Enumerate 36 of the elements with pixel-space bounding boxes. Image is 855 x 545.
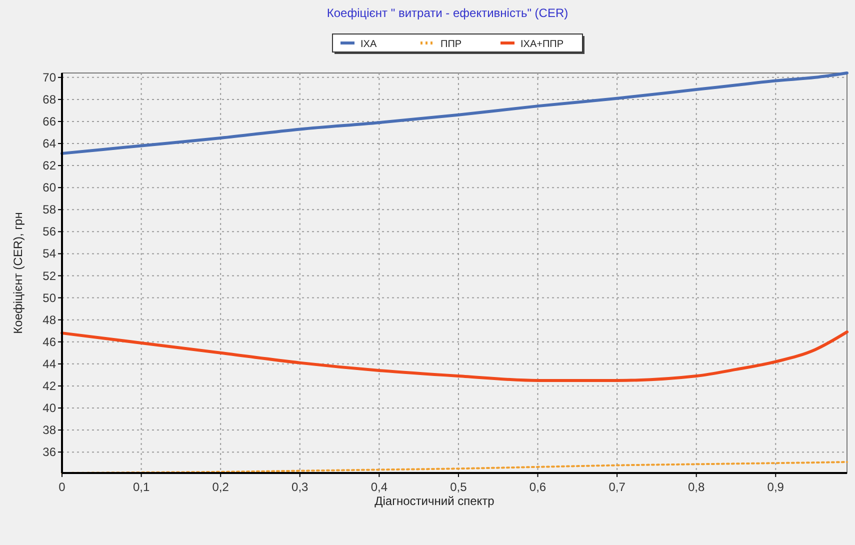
legend-label: ППР bbox=[440, 39, 462, 50]
x-tick-label: 0 bbox=[58, 480, 66, 494]
legend-label: ІХА bbox=[360, 39, 377, 50]
y-tick-label: 64 bbox=[42, 136, 56, 151]
x-tick-label: 0,8 bbox=[688, 480, 706, 494]
x-tick-label: 0,4 bbox=[370, 480, 388, 494]
y-tick-label: 38 bbox=[42, 423, 56, 438]
y-tick-label: 48 bbox=[42, 312, 56, 327]
y-axis-title: Коефіцієнт (CER), грн bbox=[11, 212, 25, 334]
chart-title: Коефіцієнт " витрати - ефективність" (CER) bbox=[326, 6, 568, 20]
y-tick-label: 46 bbox=[42, 334, 56, 349]
legend-label: ІХА+ППР bbox=[520, 39, 564, 50]
x-tick-label: 0,7 bbox=[608, 480, 626, 494]
y-tick-label: 36 bbox=[42, 445, 56, 460]
y-tick-label: 58 bbox=[42, 202, 56, 217]
y-tick-label: 62 bbox=[42, 158, 56, 173]
x-axis-title: Діагностичний спектр bbox=[374, 494, 495, 508]
y-tick-label: 50 bbox=[42, 290, 56, 305]
x-tick-label: 0,1 bbox=[132, 480, 150, 494]
y-tick-label: 70 bbox=[42, 70, 56, 84]
y-tick-label: 44 bbox=[42, 356, 56, 371]
line-series bbox=[60, 330, 848, 382]
x-tick-label: 0,9 bbox=[767, 480, 784, 494]
y-tick-label: 54 bbox=[42, 246, 56, 261]
y-tick-label: 60 bbox=[42, 180, 56, 195]
x-tick-label: 0,5 bbox=[450, 480, 468, 494]
x-tick-label: 0,2 bbox=[212, 480, 230, 494]
y-tick-label: 42 bbox=[42, 378, 56, 393]
line-series bbox=[60, 72, 848, 155]
y-tick-label: 66 bbox=[42, 114, 56, 128]
y-tick-label: 52 bbox=[42, 268, 56, 283]
x-tick-label: 0,6 bbox=[529, 480, 546, 494]
y-tick-label: 68 bbox=[42, 92, 56, 106]
x-tick-label: 0,3 bbox=[292, 480, 309, 494]
y-tick-label: 40 bbox=[42, 400, 56, 415]
y-tick-label: 56 bbox=[42, 224, 56, 239]
